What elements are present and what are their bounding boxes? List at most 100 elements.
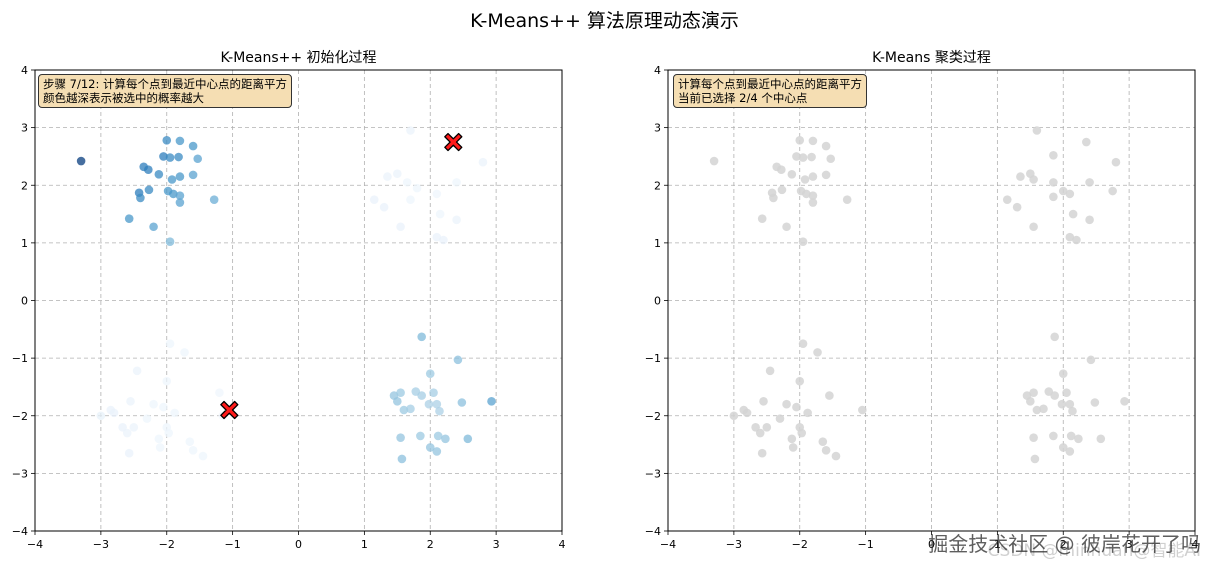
left-data-point	[188, 170, 198, 180]
left-data-point	[397, 454, 407, 464]
left-data-point	[149, 399, 158, 409]
right-data-point	[1050, 332, 1059, 342]
left-data-point	[118, 422, 127, 432]
right-data-point	[1068, 209, 1078, 219]
right-data-point	[1082, 137, 1091, 147]
right-y-tick-label: −1	[645, 352, 661, 365]
right-data-point	[1029, 222, 1038, 232]
left-annotation-line-2: 颜色越深表示被选中的概率越大	[43, 91, 204, 105]
right-data-point	[800, 175, 810, 184]
right-data-point	[792, 402, 801, 412]
watermark: 掘金技术社区 @ 彼岸花开了吗	[928, 532, 1201, 556]
right-annotation-box: 计算每个点到最近中心点的距离平方 当前已选择 2/4 个中心点	[673, 74, 867, 108]
left-data-point	[487, 397, 496, 406]
right-data-point	[1086, 355, 1096, 365]
right-data-point	[1120, 397, 1129, 406]
right-data-point	[751, 422, 760, 432]
right-y-tick-label: 2	[654, 179, 661, 192]
left-data-point	[155, 443, 165, 452]
right-y-tick-label: 0	[654, 295, 661, 308]
left-data-point	[406, 195, 415, 204]
right-data-point	[825, 391, 834, 400]
left-data-point	[188, 141, 198, 151]
left-data-point	[193, 154, 203, 164]
left-data-point	[188, 446, 198, 455]
right-data-point	[1039, 404, 1048, 414]
right-y-tick-label: −4	[645, 525, 661, 538]
right-data-point	[1065, 399, 1075, 409]
right-data-point	[757, 214, 767, 223]
left-data-point	[432, 232, 442, 242]
right-x-tick-label: 3	[1126, 538, 1133, 551]
left-data-point	[154, 170, 164, 179]
right-data-point	[818, 437, 828, 446]
left-data-point	[109, 408, 119, 418]
right-data-point	[1026, 397, 1035, 406]
left-annotation-line-1: 步骤 7/12: 计算每个点到最近中心点的距离平方	[43, 77, 288, 91]
left-data-point	[198, 451, 208, 461]
left-x-tick-label: 1	[361, 538, 368, 551]
right-data-point	[777, 165, 786, 174]
right-data-point	[1058, 369, 1068, 378]
left-data-point	[185, 437, 195, 446]
right-data-point	[808, 198, 818, 207]
right-chart-title: K-Means 聚类过程	[872, 50, 991, 66]
right-data-point	[1068, 406, 1077, 416]
right-x-tick-label: −3	[726, 538, 742, 551]
left-y-tick-label: 1	[21, 237, 28, 250]
left-data-point	[425, 369, 435, 378]
left-data-point	[452, 215, 461, 225]
left-data-point	[453, 355, 463, 365]
left-y-tick-label: −1	[12, 352, 28, 365]
left-data-point	[399, 405, 409, 415]
left-data-point	[165, 153, 175, 162]
left-data-point	[169, 189, 178, 199]
right-data-point	[1074, 434, 1083, 444]
right-data-point	[808, 172, 818, 181]
left-y-tick-label: −2	[12, 410, 28, 423]
left-data-point	[396, 222, 405, 232]
left-data-point	[478, 157, 488, 167]
left-data-point	[425, 443, 435, 452]
left-data-point	[174, 152, 183, 162]
right-x-tick-label: 1	[994, 538, 1001, 551]
right-y-tick-label: −3	[645, 467, 661, 480]
right-data-point	[1062, 388, 1071, 398]
right-data-point	[1066, 431, 1076, 441]
left-x-tick-label: 4	[559, 538, 566, 551]
left-y-tick-label: −4	[12, 525, 28, 538]
right-data-point	[1072, 235, 1081, 245]
right-data-point	[795, 376, 805, 386]
figure-title: K-Means++ 算法原理动态演示	[470, 10, 739, 32]
right-data-point	[757, 448, 767, 458]
right-data-point	[802, 189, 811, 199]
left-data-point	[379, 202, 389, 212]
right-data-point	[1090, 398, 1100, 407]
right-data-point	[1049, 178, 1058, 187]
right-data-point	[795, 136, 805, 145]
left-data-point	[132, 366, 142, 376]
left-data-point	[393, 397, 402, 406]
right-data-point	[742, 408, 752, 418]
right-data-point	[1050, 391, 1059, 400]
left-data-point	[124, 214, 134, 223]
right-data-point	[831, 451, 841, 461]
left-x-tick-label: 2	[427, 538, 434, 551]
right-x-tick-label: −2	[792, 538, 808, 551]
left-x-tick-label: −3	[93, 538, 109, 551]
left-data-point	[122, 428, 132, 438]
right-annotation-line-1: 计算每个点到最近中心点的距离平方	[678, 77, 862, 91]
left-data-point	[170, 408, 179, 418]
right-data-point	[1049, 431, 1058, 441]
left-data-point	[424, 399, 434, 409]
right-data-point	[813, 348, 822, 357]
left-data-point	[159, 402, 168, 412]
left-data-point	[154, 434, 164, 444]
right-data-point	[1032, 405, 1042, 415]
left-data-point	[369, 195, 379, 204]
left-data-point	[129, 422, 139, 432]
right-data-point	[1029, 175, 1038, 184]
right-data-point	[782, 222, 791, 232]
left-x-tick-label: −4	[27, 538, 43, 551]
left-data-point	[167, 175, 177, 184]
